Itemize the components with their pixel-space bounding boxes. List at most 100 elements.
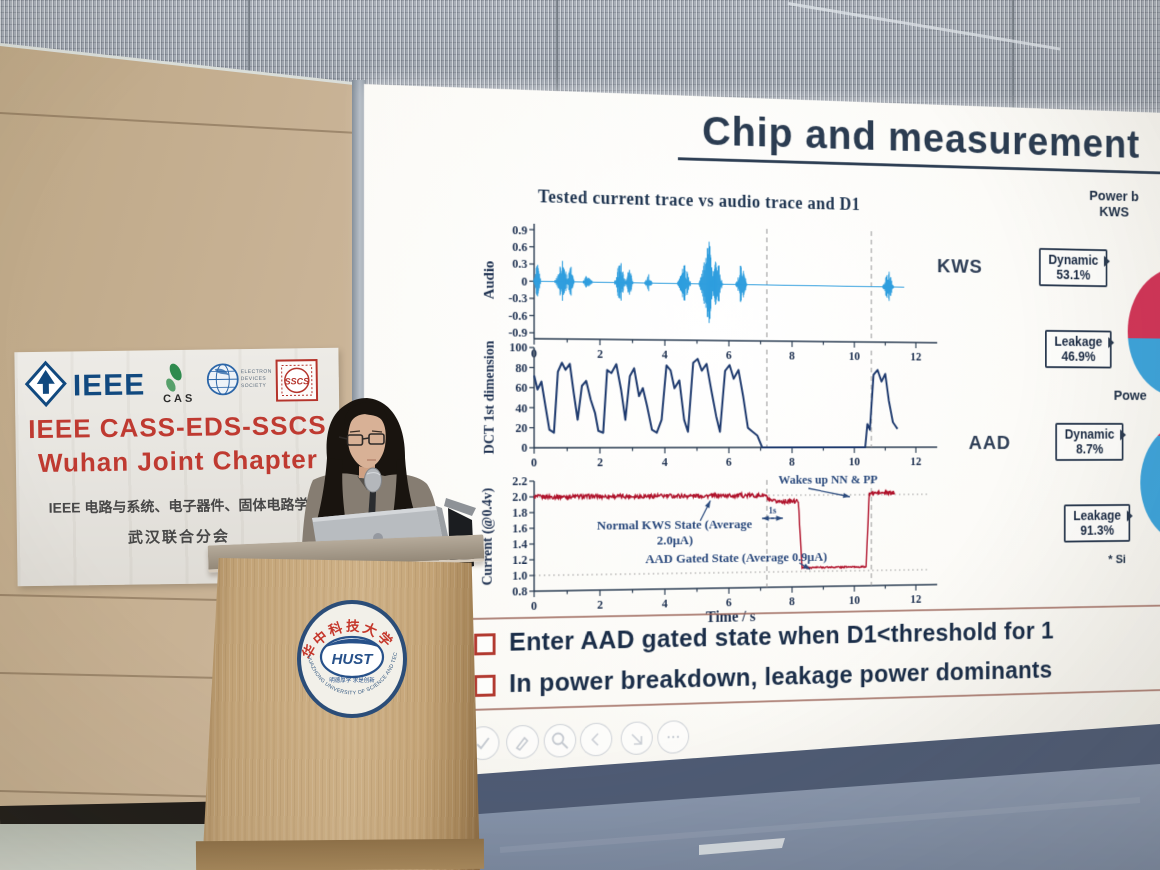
kws-label: KWS	[937, 255, 983, 278]
svg-text:0.3: 0.3	[512, 257, 527, 271]
svg-text:IEEE: IEEE	[73, 368, 146, 402]
bullet-text: Enter AAD gated state when D1<threshold …	[509, 616, 1054, 657]
wall-seam	[0, 672, 216, 679]
svg-text:Audio: Audio	[482, 261, 498, 300]
wall-seam	[0, 112, 356, 134]
svg-text:SOCIETY: SOCIETY	[241, 383, 267, 389]
svg-text:2: 2	[597, 347, 603, 361]
eyebrow	[371, 430, 383, 433]
stage-floor	[452, 724, 1160, 870]
dynamic-9-callout: Dynamic 8.7%	[1055, 422, 1124, 462]
svg-text:0: 0	[531, 456, 537, 470]
callout-value: 53.1%	[1056, 266, 1091, 282]
face	[348, 414, 386, 468]
blue-carpet	[452, 764, 1160, 870]
simulated-footnote: * Si	[1108, 551, 1126, 567]
callout-value: 46.9%	[1061, 348, 1096, 364]
wall-seam	[0, 790, 214, 798]
svg-text:20: 20	[515, 421, 527, 435]
eyebrow	[349, 430, 361, 433]
bullet-square-icon	[474, 674, 496, 697]
svg-text:8: 8	[789, 349, 795, 362]
svg-text:2.2: 2.2	[512, 475, 527, 489]
callout-label: Dynamic	[1064, 426, 1115, 442]
svg-text:6: 6	[726, 348, 732, 362]
callout-value: 8.7%	[1076, 441, 1104, 456]
svg-text:0.8: 0.8	[512, 585, 527, 599]
bullet-text: In power breakdown, leakage power domina…	[509, 655, 1053, 698]
glasses	[338, 433, 385, 446]
seal-motto: 明德厚学 求是创新	[329, 676, 375, 684]
svg-text:2.0: 2.0	[512, 491, 527, 505]
svg-text:60: 60	[515, 381, 527, 395]
chapter-banner: IEEE CAS ELECTRON DEVICES SOCIETY	[14, 347, 342, 587]
svg-text:2: 2	[597, 598, 603, 612]
kws-power-pie	[1127, 266, 1160, 398]
svg-text:DCT 1st dimension: DCT 1st dimension	[483, 341, 498, 455]
svg-text:8: 8	[789, 455, 795, 468]
svg-text:1.8: 1.8	[512, 506, 527, 520]
power-title-line2: KWS	[1099, 204, 1129, 221]
grille-seam	[556, 0, 558, 129]
svg-text:12: 12	[910, 350, 921, 363]
svg-text:6: 6	[726, 596, 732, 610]
svg-text:10: 10	[849, 455, 860, 468]
svg-text:SSCS: SSCS	[284, 376, 309, 386]
svg-text:1.0: 1.0	[512, 569, 527, 583]
svg-text:AAD Gated State (Average 0.9μA: AAD Gated State (Average 0.9μA)	[645, 549, 827, 566]
svg-text:Normal KWS State (Average: Normal KWS State (Average	[597, 517, 752, 533]
svg-text:8: 8	[789, 595, 795, 609]
laptop-lid-edge	[312, 506, 437, 522]
svg-text:40: 40	[515, 401, 527, 415]
svg-text:1.4: 1.4	[512, 538, 527, 552]
svg-text:12: 12	[910, 455, 921, 468]
grille-brace	[787, 2, 1061, 51]
wall-seam	[0, 594, 220, 601]
aad-label: AAD	[968, 432, 1011, 454]
svg-text:0: 0	[531, 599, 537, 613]
svg-text:80: 80	[515, 361, 527, 375]
seal-swoosh-icon	[326, 638, 380, 648]
svg-text:Wakes up NN & PP: Wakes up NN & PP	[779, 472, 878, 487]
svg-text:100: 100	[509, 341, 527, 355]
svg-text:0: 0	[531, 347, 537, 361]
svg-text:6: 6	[726, 455, 732, 469]
svg-text:4: 4	[662, 455, 668, 469]
sscs-logo: SSCS	[275, 359, 319, 402]
chart-title: Tested current trace vs audio trace and …	[537, 186, 861, 214]
svg-text:4: 4	[662, 348, 668, 362]
ieee-kite-icon	[36, 369, 55, 394]
svg-text:1.2: 1.2	[512, 553, 527, 567]
svg-text:ELECTRON: ELECTRON	[241, 369, 272, 375]
power-breakdown-title-2: Powe	[1113, 387, 1147, 404]
bullet-item: Enter AAD gated state when D1<threshold …	[474, 613, 1160, 658]
hair-fringe	[344, 402, 388, 426]
power-title-line1: Power b	[1089, 187, 1139, 205]
callout-label: Leakage	[1054, 333, 1103, 350]
aad-power-pie	[1140, 421, 1160, 545]
svg-text:4: 4	[662, 597, 668, 611]
callout-label: Dynamic	[1048, 251, 1099, 268]
svg-text:0: 0	[521, 441, 527, 455]
svg-text:10: 10	[849, 593, 860, 607]
podium-base	[195, 838, 485, 870]
svg-text:1.6: 1.6	[512, 522, 527, 536]
svg-text:-0.3: -0.3	[508, 292, 527, 306]
svg-text:-0.9: -0.9	[508, 326, 527, 340]
cas-logo: CAS	[163, 363, 195, 405]
svg-text:12: 12	[910, 592, 921, 605]
leakage-91-callout: Leakage 91.3%	[1063, 503, 1131, 543]
svg-text:DEVICES: DEVICES	[241, 376, 267, 382]
svg-text:2: 2	[597, 455, 603, 469]
power-breakdown-title-1: Power b KWS	[1050, 187, 1160, 222]
svg-text:CAS: CAS	[163, 393, 195, 405]
banner-logos: IEEE CAS ELECTRON DEVICES SOCIETY	[24, 359, 319, 408]
floor-left	[0, 824, 218, 870]
microphone	[364, 467, 382, 493]
bullet-square-icon	[474, 633, 496, 656]
callout-label: Leakage	[1073, 507, 1121, 523]
ieee-logo: IEEE	[24, 360, 146, 408]
svg-text:-0.6: -0.6	[508, 309, 527, 323]
